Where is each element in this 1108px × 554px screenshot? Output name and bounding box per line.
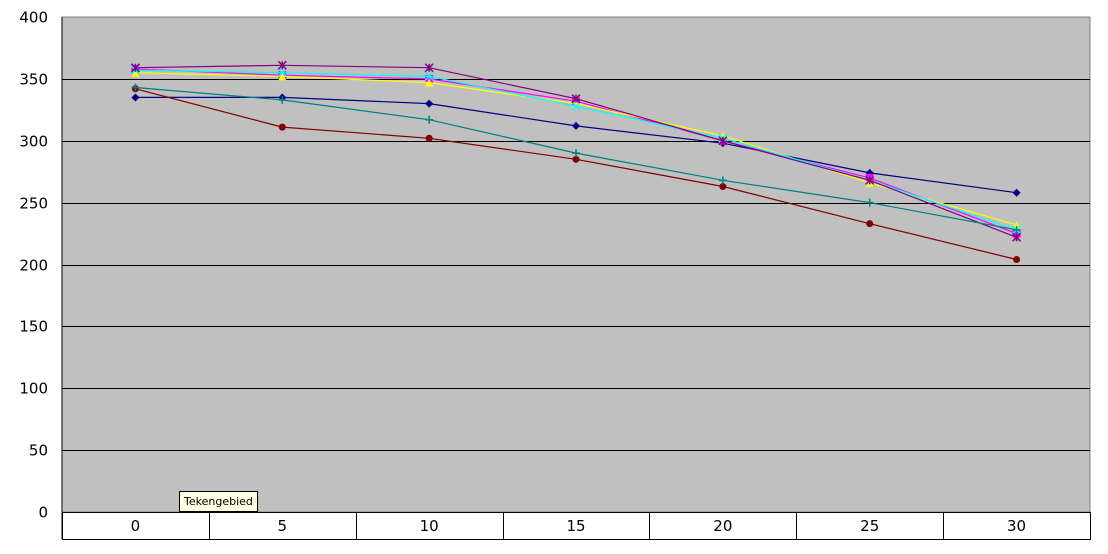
data-point-series-7: [425, 115, 434, 124]
data-point-series-7: [1012, 225, 1021, 234]
x-tick-label: 0: [131, 517, 141, 535]
y-tick-label: 150: [19, 318, 48, 336]
data-point-series-3: [278, 72, 287, 81]
data-point-series-7: [865, 198, 874, 207]
x-tick-label: 15: [566, 517, 585, 535]
x-tick-label: 30: [1007, 517, 1026, 535]
data-point-series-4: [277, 68, 287, 78]
y-tick-label: 350: [19, 71, 48, 89]
y-tick-label: 50: [29, 442, 48, 460]
data-point-series-7: [572, 149, 580, 158]
data-point-series-5: [571, 94, 581, 104]
data-point-series-5: [1012, 232, 1022, 242]
data-point-series-7: [278, 95, 287, 104]
data-point-series-1: [572, 121, 580, 130]
data-point-series-6: [719, 183, 727, 191]
x-tick-label: 10: [420, 517, 439, 535]
data-point-series-7: [718, 176, 727, 185]
data-point-series-3: [425, 78, 434, 87]
data-point-series-5: [718, 136, 728, 146]
data-point-series-5: [865, 175, 875, 185]
data-point-series-6: [278, 123, 286, 131]
data-point-series-5: [130, 63, 140, 73]
data-point-series-1: [131, 93, 140, 102]
data-point-series-6: [572, 155, 580, 163]
data-point-series-5: [277, 60, 287, 70]
data-point-series-6: [1013, 256, 1021, 264]
data-point-series-6: [866, 220, 874, 228]
data-point-series-4: [571, 101, 581, 111]
x-tick-label: 5: [278, 517, 288, 535]
y-tick-label: 200: [19, 257, 48, 275]
y-tick-label: 400: [19, 9, 48, 27]
x-tick-label: 25: [860, 517, 879, 535]
tooltip-plot-area: Tekengebied: [179, 491, 258, 512]
data-point-series-1: [1012, 188, 1021, 197]
data-point-series-5: [424, 63, 434, 73]
plot-area: [61, 16, 1091, 513]
data-point-series-4: [424, 71, 434, 81]
y-tick-label: 250: [19, 195, 48, 213]
y-tick-label: 300: [19, 133, 48, 151]
data-point-series-6: [425, 134, 433, 142]
data-point-series-3: [131, 68, 140, 77]
y-tick-label: 100: [19, 380, 48, 398]
y-tick-label: 0: [38, 504, 48, 522]
data-point-series-7: [131, 83, 140, 92]
x-tick-label: 20: [713, 517, 732, 535]
data-point-series-1: [425, 99, 434, 108]
